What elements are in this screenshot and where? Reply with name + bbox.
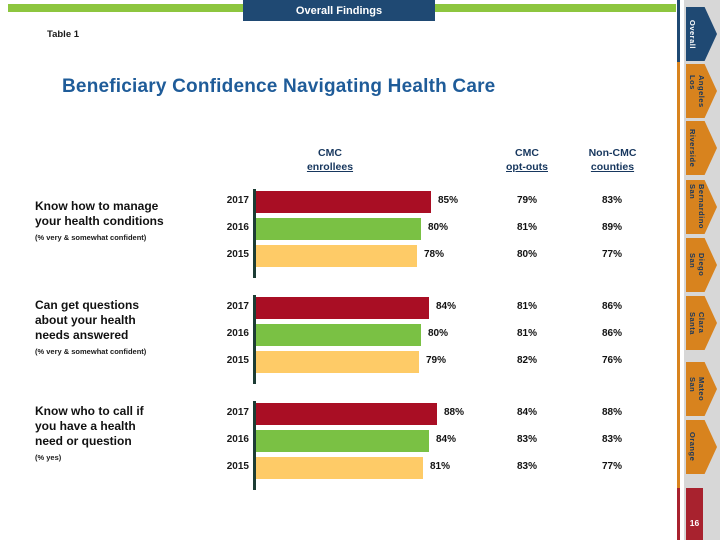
- non-cmc-counties-value: 83%: [601, 434, 622, 445]
- year-label: 2016: [226, 434, 249, 445]
- sidebar-accent-line-navy: [677, 0, 680, 62]
- cmc-opt-outs-value: 83%: [516, 461, 537, 472]
- non-cmc-counties-value: 86%: [601, 301, 622, 312]
- sidebar-accent-line-orange: [677, 62, 680, 488]
- chart-axis: [253, 189, 256, 278]
- cmc-opt-outs-value: 80%: [516, 249, 537, 260]
- bar-value-label: 79%: [426, 355, 447, 366]
- bar-value-label: 81%: [430, 461, 451, 472]
- sidebar-tab-label: Riverside: [688, 128, 697, 168]
- column-header-line: counties: [590, 161, 635, 173]
- sidebar-tab-label: Orange: [688, 432, 697, 462]
- bar-2015: [256, 457, 423, 479]
- table-number-label: Table 1: [47, 29, 80, 40]
- non-cmc-counties-value: 77%: [601, 461, 622, 472]
- year-label: 2015: [226, 461, 249, 472]
- column-header-cmc-opt-outs: CMC opt-outs: [487, 146, 567, 174]
- sidebar-tab-label: Overall: [688, 19, 697, 49]
- header-band-label: Overall Findings: [295, 4, 383, 17]
- year-label: 2016: [226, 222, 249, 233]
- bar-2017: [256, 297, 429, 319]
- bar-value-label: 78%: [424, 249, 445, 260]
- sidebar-tab-label: Santa Clara: [688, 311, 706, 335]
- chart-axis: [253, 295, 256, 384]
- chart-axis: [253, 401, 256, 490]
- sidebar-tab-label: Los Angeles: [688, 74, 706, 108]
- sidebar-tab-label: San Mateo: [688, 376, 706, 402]
- column-header-line: opt-outs: [506, 161, 548, 173]
- bar-value-label: 80%: [428, 222, 449, 233]
- column-header-cmc-enrollees: CMC enrollees: [265, 146, 395, 174]
- bar-2017: [256, 191, 431, 213]
- year-label: 2017: [226, 407, 249, 418]
- cmc-opt-outs-value: 81%: [516, 328, 537, 339]
- page-title: Beneficiary Confidence Navigating Health…: [62, 76, 496, 97]
- year-label: 2016: [226, 328, 249, 339]
- column-header-line: CMC: [318, 147, 342, 159]
- bar-2016: [256, 324, 421, 346]
- cmc-opt-outs-value: 81%: [516, 301, 537, 312]
- year-label: 2015: [226, 249, 249, 260]
- cmc-opt-outs-value: 81%: [516, 222, 537, 233]
- bar-2016: [256, 430, 429, 452]
- column-header-line: CMC: [515, 147, 539, 159]
- non-cmc-counties-value: 86%: [601, 328, 622, 339]
- column-header-line: Non-CMC: [588, 147, 637, 159]
- non-cmc-counties-value: 83%: [601, 195, 622, 206]
- non-cmc-counties-value: 88%: [601, 407, 622, 418]
- sidebar-tab-label: San Diego: [688, 253, 706, 277]
- page-number: 16: [689, 518, 700, 528]
- year-label: 2015: [226, 355, 249, 366]
- year-label: 2017: [226, 301, 249, 312]
- cmc-opt-outs-value: 84%: [516, 407, 537, 418]
- bar-value-label: 85%: [438, 195, 459, 206]
- column-header-non-cmc-counties: Non-CMC counties: [570, 146, 655, 174]
- bar-value-label: 84%: [436, 434, 457, 445]
- bar-2015: [256, 351, 419, 373]
- question-label: Know who to call if you have a health need…: [35, 404, 144, 462]
- cmc-opt-outs-value: 83%: [516, 434, 537, 445]
- non-cmc-counties-value: 76%: [601, 355, 622, 366]
- sidebar-accent-line-red: [677, 488, 680, 540]
- slide-header-band: Overall Findings: [243, 0, 435, 21]
- year-label: 2017: [226, 195, 249, 206]
- bar-value-label: 84%: [436, 301, 457, 312]
- bar-2015: [256, 245, 417, 267]
- non-cmc-counties-value: 77%: [601, 249, 622, 260]
- column-header-line: enrollees: [306, 161, 354, 173]
- question-label: Can get questions about your health needs …: [35, 298, 147, 356]
- cmc-opt-outs-value: 82%: [516, 355, 537, 366]
- bar-value-label: 80%: [428, 328, 449, 339]
- non-cmc-counties-value: 89%: [601, 222, 622, 233]
- sidebar-tab-label: San Bernardino: [688, 184, 706, 230]
- cmc-opt-outs-value: 79%: [516, 195, 537, 206]
- bar-value-label: 88%: [444, 407, 465, 418]
- page-number-block: 16: [686, 488, 703, 540]
- bar-2016: [256, 218, 421, 240]
- question-label: Know how to manage your health conditions…: [35, 199, 164, 242]
- bar-2017: [256, 403, 437, 425]
